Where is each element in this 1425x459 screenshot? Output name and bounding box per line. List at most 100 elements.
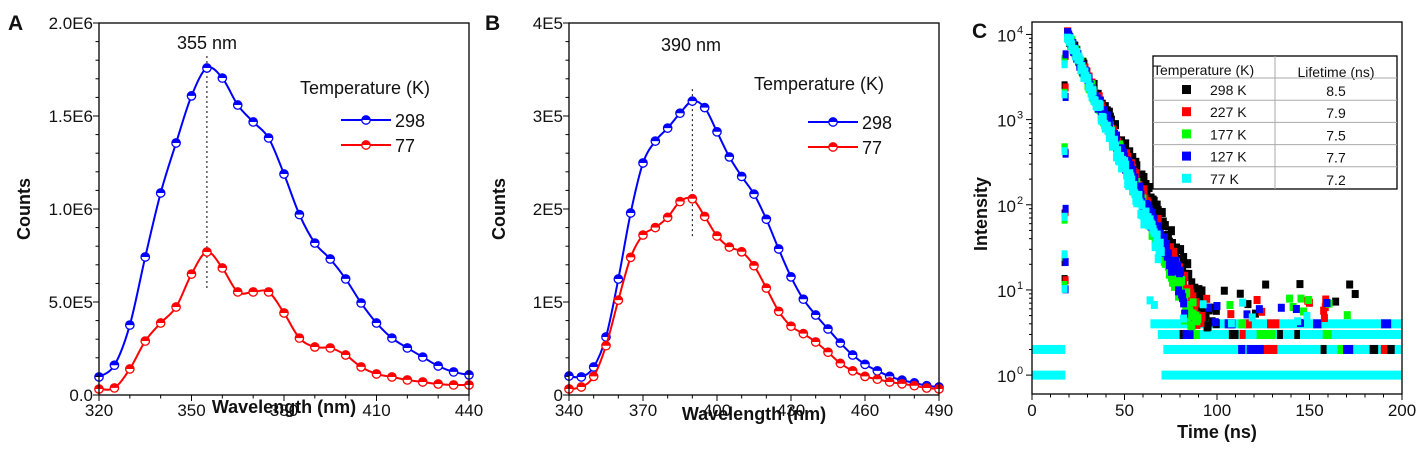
pre-pulse-band-1: [1032, 370, 1066, 380]
noise-point-298 K: [1320, 344, 1327, 354]
table-row: 177 K 7.5: [1182, 126, 1346, 143]
decay-point: [1156, 238, 1164, 248]
table-row: 227 K 7.9: [1182, 104, 1346, 121]
rise-point: [1061, 250, 1068, 259]
series-77-point: [294, 333, 305, 343]
panel-a: A 320 350 380 410 440 0.0 5.0E5 1.0E6 1.5E6 2.0E6…: [8, 12, 483, 420]
temperature-cell: 77 K: [1210, 171, 1239, 187]
tail-point: [1286, 294, 1294, 303]
tail-point: [1227, 310, 1235, 319]
panel-a-ylabel: Counts: [14, 178, 34, 240]
y-tick-label: 10: [997, 112, 1016, 131]
noise-point-227 K: [1272, 319, 1280, 329]
series-77-point: [576, 382, 587, 392]
tail-point: [1212, 306, 1220, 315]
series-77-point: [687, 193, 698, 204]
series-77-point: [309, 342, 320, 352]
panel-b-axes: 340 370 400 430 460 490 0 1E5 2E5 3E5 4E5: [533, 14, 953, 420]
decay-series-77K: [1061, 33, 1311, 328]
series-298-point: [798, 294, 809, 305]
x-tick-label: 410: [362, 401, 390, 420]
tail-point: [1179, 314, 1187, 323]
series-298-point: [124, 320, 135, 330]
noise-floor-band-1: [1161, 370, 1402, 380]
rise-point: [1062, 276, 1069, 285]
decay-point: [1114, 146, 1122, 156]
tail-point: [1243, 310, 1251, 319]
x-tick-label: 200: [1388, 401, 1416, 420]
legend-entry-77: 77: [341, 136, 415, 156]
decay-point: [1153, 200, 1161, 210]
noise-point-127 K: [1343, 344, 1354, 354]
decay-point: [1129, 153, 1137, 163]
series-77-point: [773, 306, 784, 317]
decay-point: [1177, 266, 1185, 276]
series-77-point: [263, 287, 274, 297]
x-tick-label: 380: [270, 401, 298, 420]
tail-point: [1305, 295, 1313, 304]
tail-point: [1321, 303, 1329, 312]
legend-marker: [828, 117, 838, 127]
series-298-point: [823, 324, 833, 334]
series-298-point: [650, 136, 661, 146]
noise-point-177 K: [1238, 319, 1247, 329]
table-row: 77 K 7.2: [1182, 171, 1346, 188]
decay-point: [1073, 47, 1081, 57]
decay-point: [1107, 127, 1115, 137]
series-77-point: [387, 372, 397, 382]
series-77-point: [638, 230, 648, 240]
series-77-point: [625, 252, 636, 263]
decay-point: [1178, 276, 1186, 286]
series-77-point: [325, 343, 336, 353]
decay-point: [1076, 55, 1084, 65]
tail-point: [1262, 280, 1270, 289]
decay-point: [1177, 245, 1185, 255]
decay-point: [1133, 161, 1141, 171]
decay-point: [1191, 283, 1199, 293]
decay-point: [1164, 249, 1172, 259]
tail-point: [1297, 294, 1305, 303]
lifetime-table: Temperature (K) Lifetime (ns) 298 K 8.5 22…: [1152, 55, 1398, 190]
tail-point: [1227, 319, 1235, 328]
decay-point: [1099, 113, 1107, 123]
series-77-point: [613, 295, 624, 305]
series-298-point: [860, 359, 870, 370]
lifetime-cell: 7.2: [1326, 172, 1346, 188]
decay-point: [1179, 293, 1187, 303]
panel-a-peak-annotation: 355 nm: [177, 33, 237, 53]
panel-a-legend-title: Temperature (K): [300, 78, 430, 98]
series-298-point: [448, 367, 459, 377]
x-tick-label: 400: [703, 401, 731, 420]
series-77-point: [356, 362, 366, 372]
tail-point: [1303, 312, 1311, 321]
series-77-point: [279, 308, 289, 318]
tail-point: [1155, 319, 1163, 328]
series-77-point: [835, 358, 846, 369]
noise-point-298 K: [1383, 344, 1395, 354]
temperature-cell: 177 K: [1210, 126, 1247, 142]
series-77-point: [417, 377, 428, 387]
series-77-point: [650, 222, 661, 233]
series-298-point: [712, 126, 722, 137]
series-77-point: [109, 383, 120, 393]
series-77-point: [448, 380, 459, 390]
tail-point: [1300, 307, 1308, 316]
series-77-point: [810, 337, 821, 347]
noise-point-227 K: [1267, 319, 1274, 329]
legend-label: 77: [862, 138, 882, 158]
decay-point: [1100, 106, 1108, 116]
panel-c-xlabel: Time (ns): [1177, 422, 1257, 442]
series-77-point: [340, 350, 351, 360]
series-77-line: [568, 196, 940, 390]
y-tick-label: 10: [997, 282, 1016, 301]
decay-point: [1152, 238, 1160, 248]
noise-point-127 K: [1182, 329, 1194, 339]
legend-swatch: [1182, 173, 1191, 183]
tail-point: [1211, 318, 1219, 327]
y-tick-label: 5.0E5: [49, 293, 93, 312]
series-77-point: [909, 380, 920, 391]
series-77-point: [588, 371, 599, 382]
legend-marker: [828, 142, 838, 152]
noise-point-227 K: [1380, 344, 1388, 354]
lifetime-cell: 7.5: [1326, 127, 1346, 143]
